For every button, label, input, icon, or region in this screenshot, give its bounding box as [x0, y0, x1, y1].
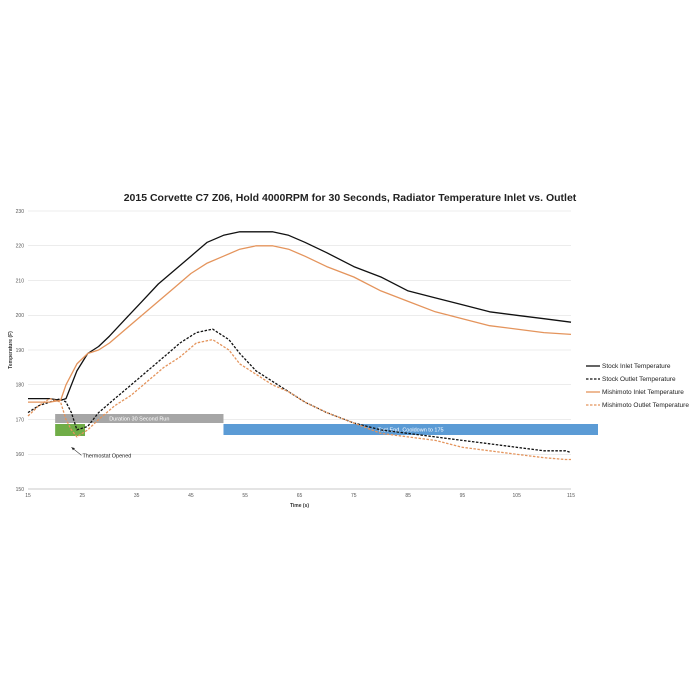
callout: Thermostat Opened	[71, 447, 131, 459]
annotation-bar	[223, 424, 599, 435]
x-tick-label: 55	[242, 493, 248, 499]
y-tick-label: 170	[16, 417, 25, 423]
x-axis-label: Time (s)	[290, 503, 309, 509]
y-tick-labels: 150 160 170 180 190 200 210 220 230	[16, 209, 25, 493]
y-tick-label: 190	[16, 348, 25, 354]
legend-label: Mishimoto Inlet Temperature	[602, 389, 684, 396]
x-tick-label: 65	[297, 493, 303, 499]
y-axis-label: Temperature (F)	[8, 331, 14, 369]
x-tick-label: 25	[80, 493, 86, 499]
y-tick-label: 230	[16, 209, 25, 215]
y-tick-label: 150	[16, 487, 25, 493]
legend: Stock Inlet Temperature Stock Outlet Temp…	[586, 363, 689, 409]
x-tick-label: 105	[513, 493, 522, 499]
annotation-bar	[55, 414, 224, 423]
x-tick-label: 35	[134, 493, 140, 499]
legend-label: Mishimoto Outlet Temperature	[602, 402, 689, 409]
legend-label: Stock Inlet Temperature	[602, 363, 671, 370]
x-tick-label: 85	[405, 493, 411, 499]
x-tick-label: 115	[567, 493, 575, 499]
legend-label: Stock Outlet Temperature	[602, 376, 676, 383]
x-tick-labels: 15 25 35 45 55 65 75 85 95 105 115	[25, 493, 575, 499]
annotation-bar-label: Duration 30 Second Run	[109, 417, 169, 423]
annotation-bar-label: Test End, Cooldown to 175	[378, 428, 444, 434]
y-tick-label: 160	[16, 452, 25, 458]
y-tick-label: 180	[16, 383, 25, 389]
series-line	[27, 338, 571, 461]
annotation-bar	[55, 424, 86, 436]
y-tick-label: 220	[16, 244, 25, 250]
series-line	[27, 328, 572, 454]
series-line	[28, 245, 572, 403]
x-tick-label: 15	[25, 493, 31, 499]
y-tick-label: 210	[16, 278, 25, 284]
y-tick-label: 200	[16, 313, 25, 319]
callout-label: Thermostat Opened	[82, 453, 131, 459]
chart-title: 2015 Corvette C7 Z06, Hold 4000RPM for 3…	[124, 192, 577, 204]
x-tick-label: 75	[351, 493, 357, 499]
x-tick-label: 45	[188, 493, 194, 499]
callout-arrowhead	[71, 447, 75, 451]
series-lines	[27, 231, 572, 461]
x-tick-label: 95	[460, 493, 466, 499]
series-line	[28, 231, 572, 402]
annotation-bars: Duration 30 Second Run Test End, Cooldown…	[55, 414, 599, 436]
